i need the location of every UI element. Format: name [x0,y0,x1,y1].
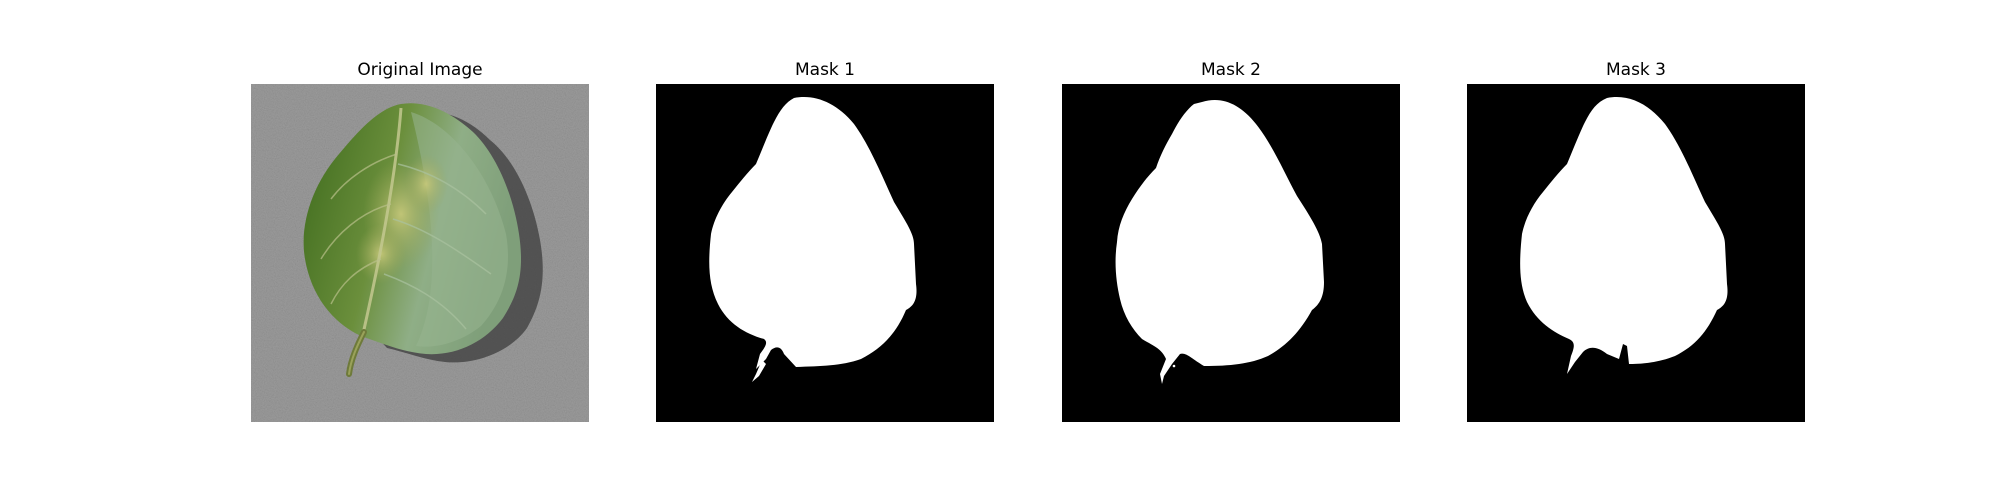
mask-leaf-region [709,97,917,370]
panel-title: Original Image [357,60,483,80]
leaf-stem [348,331,365,375]
mask-3-image [1467,84,1805,422]
mask-leaf-region [1115,100,1324,385]
panel-title: Mask 1 [794,60,855,80]
leaf-vein [330,258,382,305]
leaf-vein [320,203,392,260]
mask-noise-speck [1625,332,1628,336]
leaf-midrib [361,107,403,335]
mask-noise-speck [1224,344,1228,348]
leaf-spot [404,154,448,214]
panel-title: Mask 3 [1605,60,1666,80]
mask-noise-speck [1630,336,1632,339]
mask-noise-speck [1172,364,1176,368]
mask-2-image [1062,84,1400,422]
leaf-vein [383,273,467,330]
original-leaf-image [251,84,589,422]
leaf-vein [392,218,492,275]
mask-1-image [656,84,994,422]
panel-title: Mask 2 [1200,60,1261,80]
leaf-vein [330,153,398,200]
leaf-vein [397,163,487,215]
mask-leaf-region [1520,97,1728,375]
mask-stem-fragment [752,360,766,382]
